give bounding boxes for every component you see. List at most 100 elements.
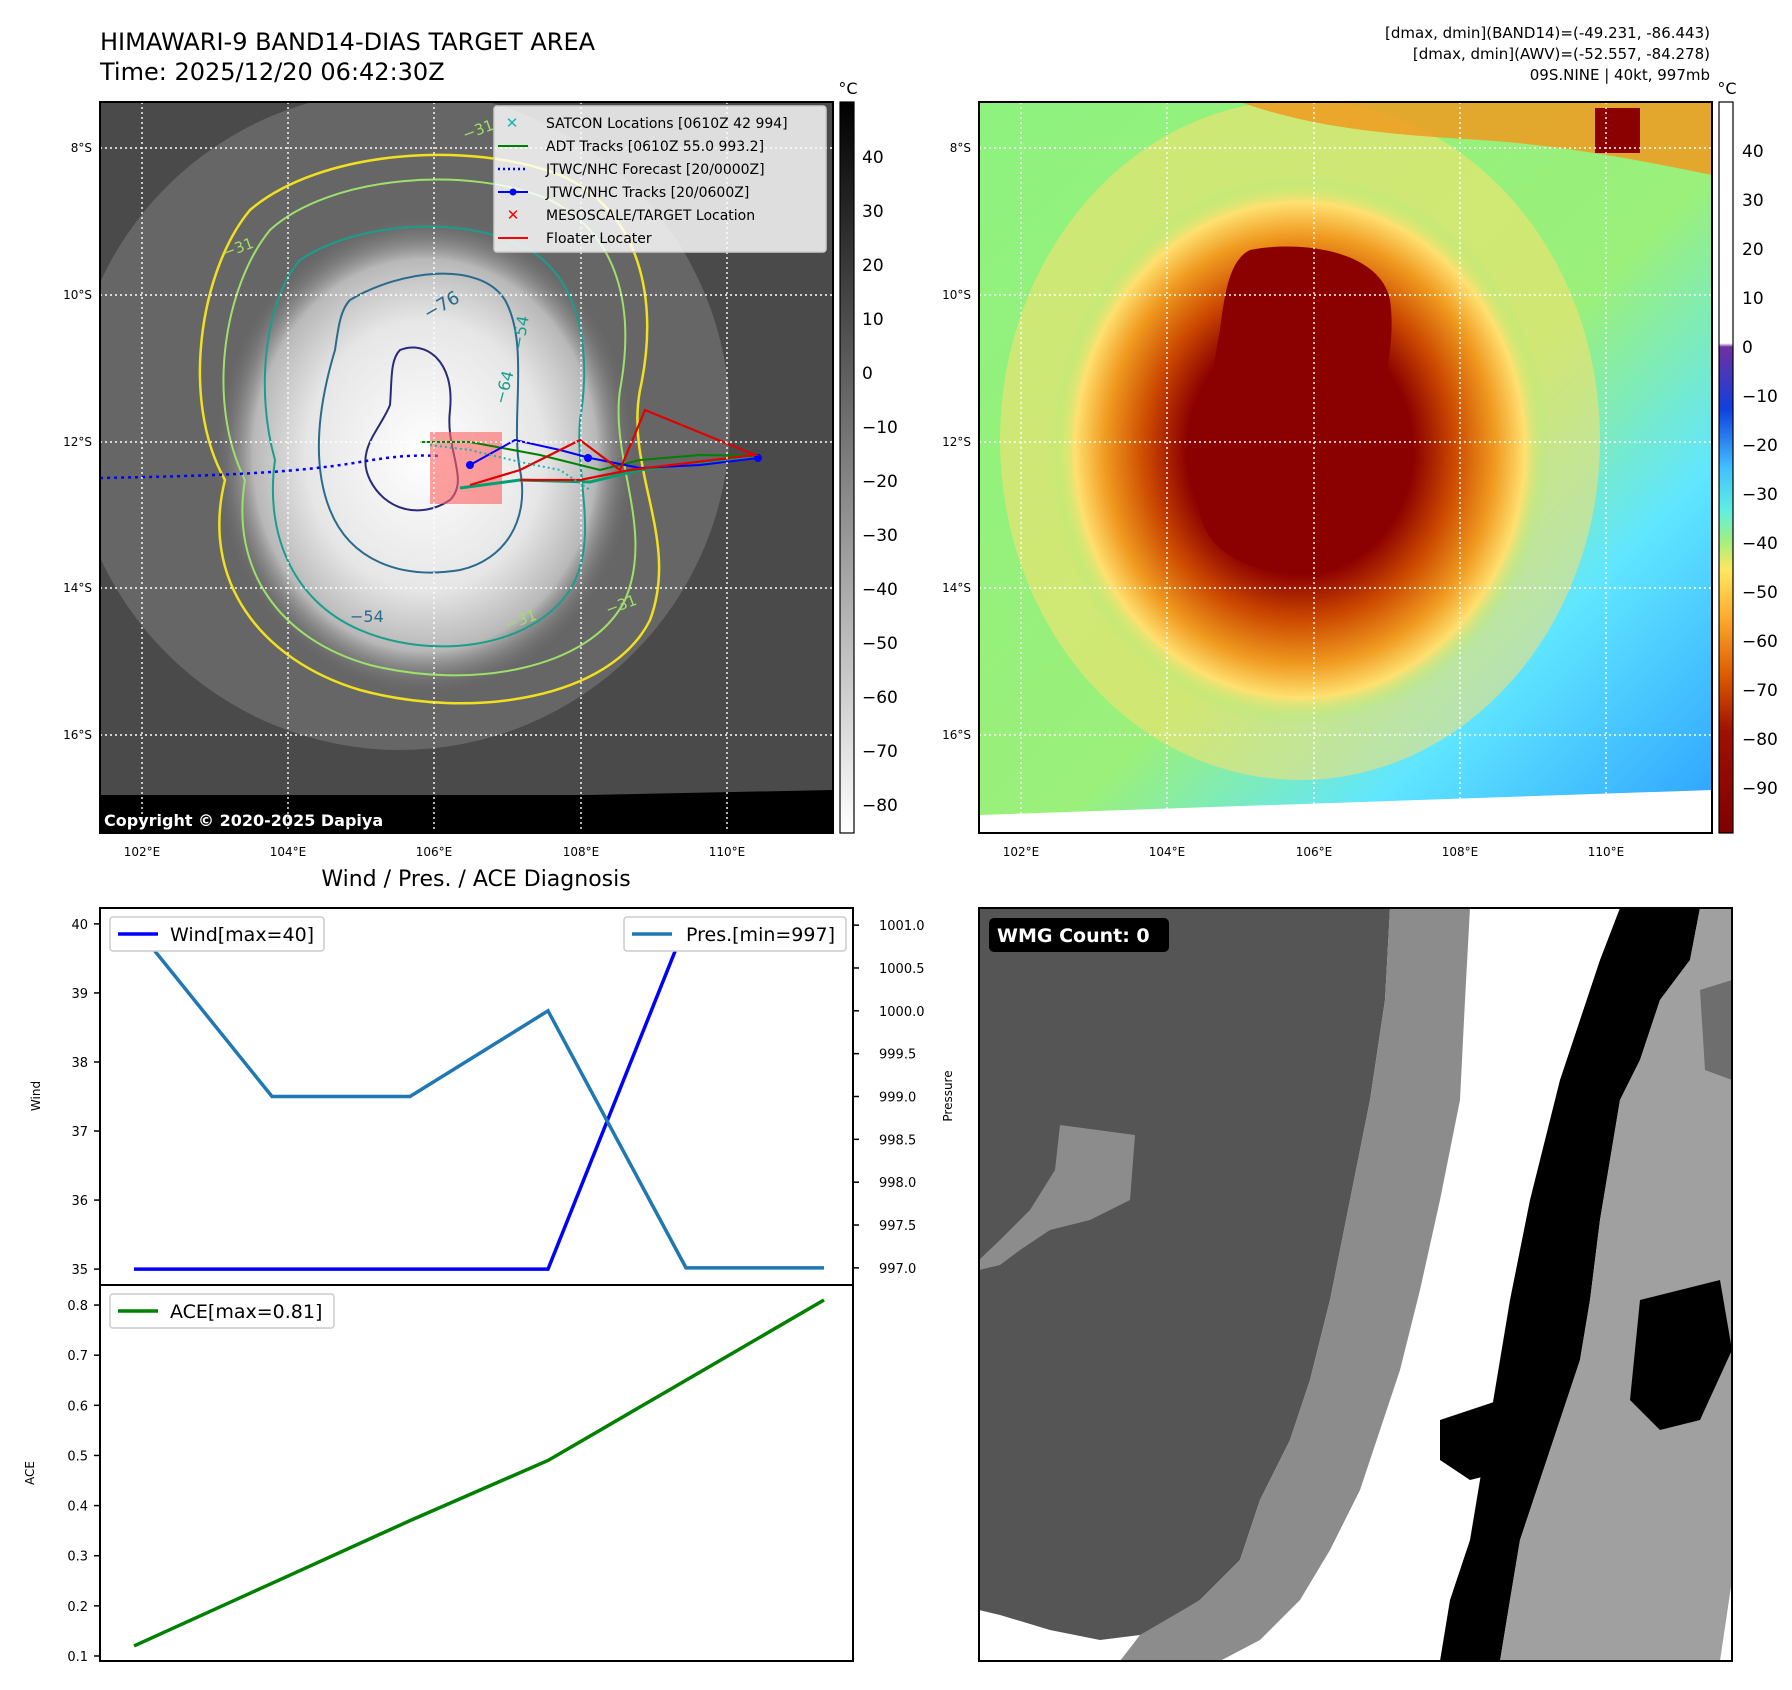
diagnosis-title: Wind / Pres. / ACE Diagnosis [321, 867, 630, 892]
ir-cb-tick-0: 0 [862, 364, 873, 384]
ace-axes-frame [99, 1284, 854, 1662]
ir-cb-tick-m60: −60 [862, 688, 898, 708]
jtwc-point-1 [584, 454, 592, 462]
ir-colorbar [839, 101, 855, 834]
wind-axis-label: Wind [29, 1081, 43, 1111]
ace-tick-label: 0.4 [67, 1500, 88, 1515]
awv-cb-tick-m20: −20 [1742, 436, 1778, 456]
ace-ticks: 0.1 0.2 0.3 0.4 0.5 0.6 0.7 0.8 [67, 1299, 100, 1665]
ir-colorbar-unit: °C [838, 79, 857, 98]
pressure-tick-label: 998.0 [879, 1176, 916, 1191]
legend-box [493, 105, 827, 253]
awv-lon-labels: 102°E 104°E 106°E 108°E 110°E [1003, 845, 1625, 859]
awv-colorbar-ticks: 40 30 20 10 0 −10 −20 −30 −40 −50 −60 −7… [1742, 142, 1778, 799]
ir-cb-tick-m70: −70 [862, 742, 898, 762]
awv-lat-10s: 10°S [942, 288, 971, 302]
info-line1: [dmax, dmin](BAND14)=(-49.231, -86.443) [1385, 24, 1710, 42]
pressure-tick-label: 999.5 [879, 1048, 916, 1063]
awv-cb-tick-m90: −90 [1742, 779, 1778, 799]
ir-lon-104e: 104°E [270, 845, 307, 859]
ir-edge-black [100, 790, 833, 833]
wind-tick-label: 39 [71, 987, 88, 1002]
awv-colorbar-unit: °C [1717, 79, 1736, 98]
awv-cb-tick-m60: −60 [1742, 632, 1778, 652]
legend-label-jtwc-track: JTWC/NHC Tracks [20/0600Z] [545, 185, 749, 201]
contour-label-54b: −54 [350, 607, 384, 626]
awv-cb-tick-m40: −40 [1742, 534, 1778, 554]
awv-colorbar [1718, 101, 1734, 834]
pressure-tick-label: 1000.5 [879, 962, 925, 977]
ir-cb-tick-40: 40 [862, 148, 884, 168]
legend-label-adt: ADT Tracks [0610Z 55.0 993.2] [546, 139, 764, 155]
figure-title-line2: Time: 2025/12/20 06:42:30Z [99, 58, 445, 86]
ace-tick-label: 0.8 [67, 1299, 88, 1314]
awv-lat-12s: 12°S [942, 435, 971, 449]
ir-lat-10s: 10°S [63, 288, 92, 302]
wind-tick-label: 40 [71, 918, 88, 933]
pressure-axis-label: Pressure [941, 1070, 955, 1121]
info-line3: 09S.NINE | 40kt, 997mb [1530, 66, 1710, 84]
pressure-series-line [132, 924, 824, 1270]
ace-tick-label: 0.1 [67, 1650, 88, 1665]
awv-north-edge [1240, 102, 1712, 175]
awv-lon-110e: 110°E [1588, 845, 1625, 859]
floater-locater [469, 408, 760, 487]
awv-lon-108e: 108°E [1442, 845, 1479, 859]
awv-cb-tick-40: 40 [1742, 142, 1764, 162]
wmg-count-label: WMG Count: 0 [997, 925, 1150, 947]
ir-map-legend: ✕ SATCON Locations [0610Z 42 994] ADT Tr… [493, 105, 827, 253]
ir-cb-tick-m10: −10 [862, 418, 898, 438]
wind-tick-label: 36 [71, 1194, 88, 1209]
wind-pres-lines [132, 922, 824, 1271]
legend-label-floater: Floater Locater [546, 231, 652, 247]
ir-cb-tick-m80: −80 [862, 796, 898, 816]
contour-darkteal [317, 272, 524, 574]
awv-lat-14s: 14°S [942, 581, 971, 595]
awv-cb-tick-m30: −30 [1742, 485, 1778, 505]
awv-lon-106e: 106°E [1296, 845, 1333, 859]
jtwc-point-2 [754, 454, 762, 462]
ace-legend: ACE[max=0.81] [109, 1293, 335, 1329]
wmg-frame [978, 907, 1733, 1662]
wind-tick-label: 35 [71, 1263, 88, 1278]
legend-marker-satcon: ✕ [506, 114, 519, 132]
wind-pres-ticks: 35 36 37 38 39 40 997.0 997.5 998.0 998.5 999.0 999… [71, 918, 924, 1278]
pressure-tick-label: 1001.0 [879, 919, 925, 934]
awv-gridlines [979, 102, 1712, 833]
ir-lat-16s: 16°S [63, 728, 92, 742]
wmg-count-badge [989, 918, 1169, 952]
ace-tick-label: 0.3 [67, 1550, 88, 1565]
legend-marker-jtwc-dot [509, 188, 517, 196]
awv-cb-tick-10: 10 [1742, 289, 1764, 309]
awv-lon-102e: 102°E [1003, 845, 1040, 859]
pressure-tick-label: 998.5 [879, 1133, 916, 1148]
pressure-tick-label: 997.0 [879, 1262, 916, 1277]
ace-tick-label: 0.2 [67, 1600, 88, 1615]
legend-marker-mesoscale: ✕ [507, 206, 520, 224]
pressure-legend-box [623, 916, 847, 952]
awv-lon-104e: 104°E [1149, 845, 1186, 859]
contour-navy [364, 346, 459, 512]
ace-legend-box [109, 1293, 335, 1329]
wmg-dark-region [979, 908, 1390, 1640]
wind-legend: Wind[max=40] [109, 916, 325, 952]
wmg-right-gray [1500, 908, 1732, 1661]
pressure-legend: Pres.[min=997] [623, 916, 847, 952]
ir-lon-110e: 110°E [709, 845, 746, 859]
ace-series-line [133, 1298, 825, 1648]
awv-map-panel: 8°S 10°S 12°S 14°S 16°S 102°E 104°E 106°… [942, 79, 1778, 859]
ace-tick-label: 0.7 [67, 1349, 88, 1364]
wind-pres-axes-frame [99, 907, 854, 1286]
ace-tick-label: 0.6 [67, 1399, 88, 1414]
ir-cb-tick-m50: −50 [862, 634, 898, 654]
wmg-black-band [1440, 908, 1700, 1661]
wind-series-line [134, 922, 824, 1271]
ir-lon-102e: 102°E [124, 845, 161, 859]
wmg-right-black-blob [1630, 1280, 1732, 1430]
pressure-legend-label: Pres.[min=997] [686, 924, 835, 946]
awv-cb-tick-m10: −10 [1742, 387, 1778, 407]
ir-map-panel: Copyright © 2020-2025 Dapiya −76 −64 −54… [63, 79, 898, 859]
info-line2: [dmax, dmin](AWV)=(-52.557, -84.278) [1413, 45, 1710, 63]
wmg-black-protrusion [1440, 1400, 1520, 1480]
mesoscale-target-box [430, 432, 502, 504]
